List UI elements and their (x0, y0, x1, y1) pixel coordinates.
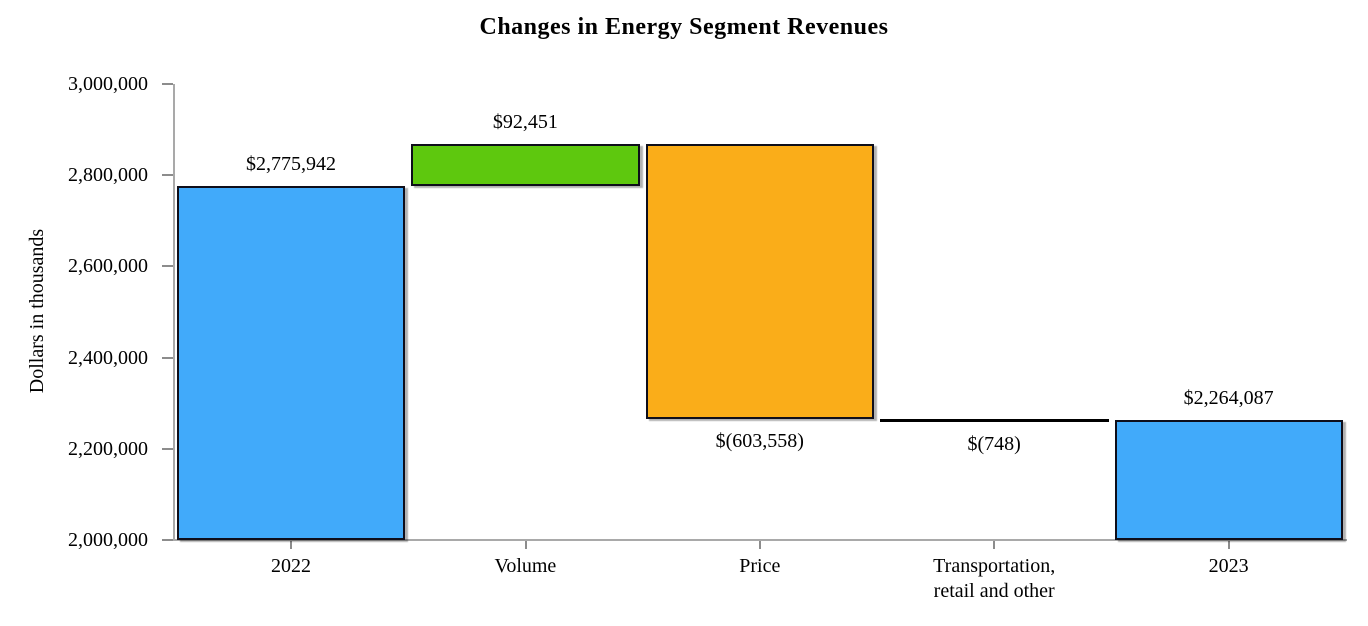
bar-volume (411, 144, 640, 187)
y-tick-mark (162, 356, 173, 359)
bar-value-label: $(748) (967, 433, 1021, 456)
x-category-label: Price (739, 555, 781, 577)
y-tick-label: 2,800,000 (68, 164, 148, 187)
y-tick-mark (162, 539, 173, 541)
x-category-label: Volume (494, 555, 557, 577)
y-tick-mark (162, 83, 173, 85)
y-tick-label: 2,200,000 (68, 437, 148, 460)
x-tick-mark (524, 541, 527, 549)
y-tick-label: 2,400,000 (68, 346, 148, 369)
y-tick-label: 2,000,000 (68, 529, 148, 551)
y-axis-line (173, 84, 175, 541)
bar-value-label: $92,451 (492, 111, 558, 133)
x-tick-mark (993, 541, 996, 549)
bar-2022 (177, 186, 406, 540)
bar-2023 (1114, 419, 1343, 540)
y-tick-mark (162, 265, 173, 268)
x-category-label: 2023 (1208, 555, 1249, 577)
x-category-label: 2022 (271, 555, 311, 577)
y-tick-label: 3,000,000 (68, 73, 148, 95)
y-tick-label: 2,600,000 (68, 255, 148, 278)
chart-title: Changes in Energy Segment Revenues (479, 14, 889, 40)
bar-value-label: $2,264,087 (1183, 386, 1274, 409)
x-category-label: Transportation, retail and other (933, 555, 1056, 602)
y-tick-mark (162, 174, 173, 177)
bar-value-label: $2,775,942 (246, 153, 336, 176)
bar-transportation (880, 419, 1109, 423)
bar-price (645, 144, 875, 420)
x-axis-line (162, 539, 1347, 541)
x-tick-mark (290, 541, 293, 549)
x-tick-mark (759, 541, 761, 549)
x-tick-mark (1227, 541, 1230, 549)
bar-value-label: $(603,558) (715, 430, 804, 453)
y-axis-title: Dollars in thousands (26, 228, 48, 394)
y-tick-mark (162, 447, 173, 450)
